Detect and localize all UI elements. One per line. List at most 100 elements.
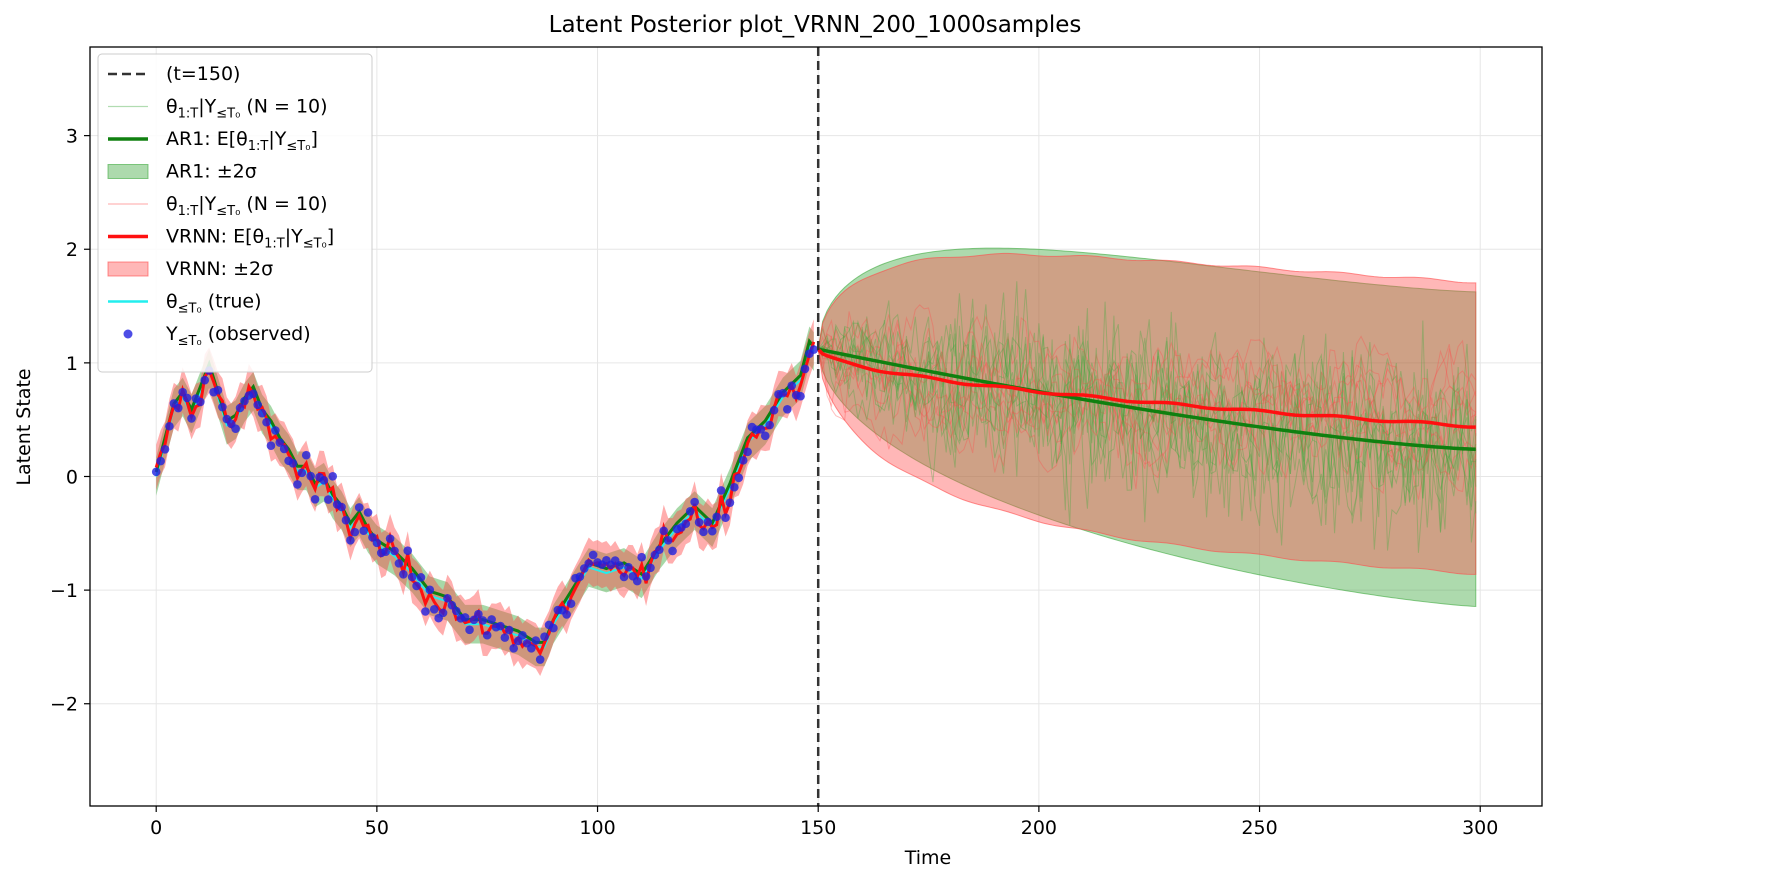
observed-point-93 [562,610,571,619]
observed-point-39 [324,495,333,504]
observed-point-98 [584,559,594,568]
observed-point-68 [452,606,461,616]
observed-point-94 [566,599,576,608]
observed-point-34 [301,450,311,460]
observed-point-15 [218,402,227,412]
observed-point-120 [681,519,691,529]
observed-point-111 [641,572,651,581]
plot-frame [89,46,1543,807]
observed-point-29 [279,444,289,454]
observed-point-105 [615,561,624,570]
observed-point-121 [685,507,695,516]
legend-label-2: AR1: E[θ1:T|Y≤T₀] [166,128,318,154]
vrnn-sample-path-8 [817,304,1477,480]
vrnn-sample-path-5 [817,336,1477,476]
ar1-sample-path-7 [817,281,1477,546]
observed-point-5 [173,403,183,413]
observed-point-48 [363,508,373,517]
ar1-mean-forecast [817,347,1476,451]
x-axis-label: Time [904,847,952,869]
legend-label-3: AR1: ±2σ [166,161,257,183]
observed-point-81 [509,644,518,653]
observed-point-139 [765,420,774,430]
legend-box [97,53,373,373]
observed-point-54 [390,546,399,556]
observed-point-143 [783,405,792,414]
observed-point-75 [482,630,492,640]
x-tick-label-4: 200 [1021,817,1057,839]
observed-point-32 [293,480,302,489]
observed-point-96 [575,572,585,581]
observed-point-18 [231,424,240,433]
legend-label-4: θ1:T|Y≤T₀ (N = 10) [166,193,328,219]
observed-point-43 [341,515,351,525]
vrnn-sample-path-0 [817,316,1477,471]
observed-point-140 [769,405,779,415]
legend-label-1: θ1:T|Y≤T₀ (N = 10) [166,96,328,122]
observed-point-0 [151,467,161,477]
observed-point-50 [372,538,382,548]
ar1-sample-path-5 [818,308,1477,526]
observed-point-110 [637,552,646,562]
observed-point-60 [416,573,426,582]
observed-point-88 [540,632,549,641]
observed-point-57 [403,546,413,555]
observed-point-1 [156,456,165,466]
legend-swatch-8 [123,329,133,339]
y-tick-label-3: 1 [66,353,78,375]
observed-point-133 [738,456,748,465]
observed-point-124 [699,527,708,537]
observed-point-22 [248,389,258,399]
observed-point-44 [346,536,355,545]
observed-points [151,345,819,664]
observed-point-123 [694,517,704,527]
ar1-sample-path-2 [817,316,1477,524]
observed-point-127 [712,512,721,522]
ar1-sample-path-1 [818,301,1476,534]
observed-point-129 [721,513,730,523]
observed-point-76 [487,615,496,624]
ar1-sample-path-3 [817,304,1477,551]
ar1-band-history [156,326,814,667]
observed-point-146 [796,391,805,401]
observed-point-66 [443,593,452,603]
observed-point-114 [655,545,664,555]
chart-title: Latent Posterior plot_VRNN_200_1000sampl… [549,12,1082,38]
observed-point-47 [359,526,368,536]
observed-point-23 [253,400,263,410]
x-tick-label-1: 50 [365,817,389,839]
observed-point-147 [800,364,810,374]
observed-point-11 [200,375,210,385]
observed-point-134 [743,447,752,457]
observed-point-125 [703,517,713,527]
observed-point-65 [438,608,448,618]
ar1-sample-path-4 [817,289,1477,534]
observed-point-130 [725,498,735,507]
y-tick-label-4: 2 [66,239,78,261]
x-tick-label-3: 150 [800,817,836,839]
observed-point-137 [756,425,766,434]
vrnn-sample-path-7 [817,326,1477,493]
observed-point-122 [690,497,699,507]
forecast-layer [817,247,1477,608]
observed-point-7 [182,393,192,403]
observed-point-38 [319,476,329,485]
observed-point-144 [787,381,797,390]
ar1-sample-path-8 [817,317,1477,506]
observed-point-25 [262,417,271,427]
observed-point-107 [624,562,633,572]
observed-point-87 [535,655,545,664]
x-tick-label-5: 250 [1241,817,1277,839]
observed-point-117 [668,546,677,556]
observed-point-8 [187,414,196,423]
observed-point-132 [734,473,744,483]
legend-swatch-3 [107,164,149,179]
observed-point-46 [354,503,364,512]
x-tick-label-0: 0 [150,817,162,839]
observed-point-40 [328,472,338,481]
observed-point-74 [478,616,488,625]
observed-point-138 [760,431,770,441]
observed-point-59 [412,581,421,591]
observed-point-56 [399,569,408,579]
observed-point-53 [385,534,395,543]
